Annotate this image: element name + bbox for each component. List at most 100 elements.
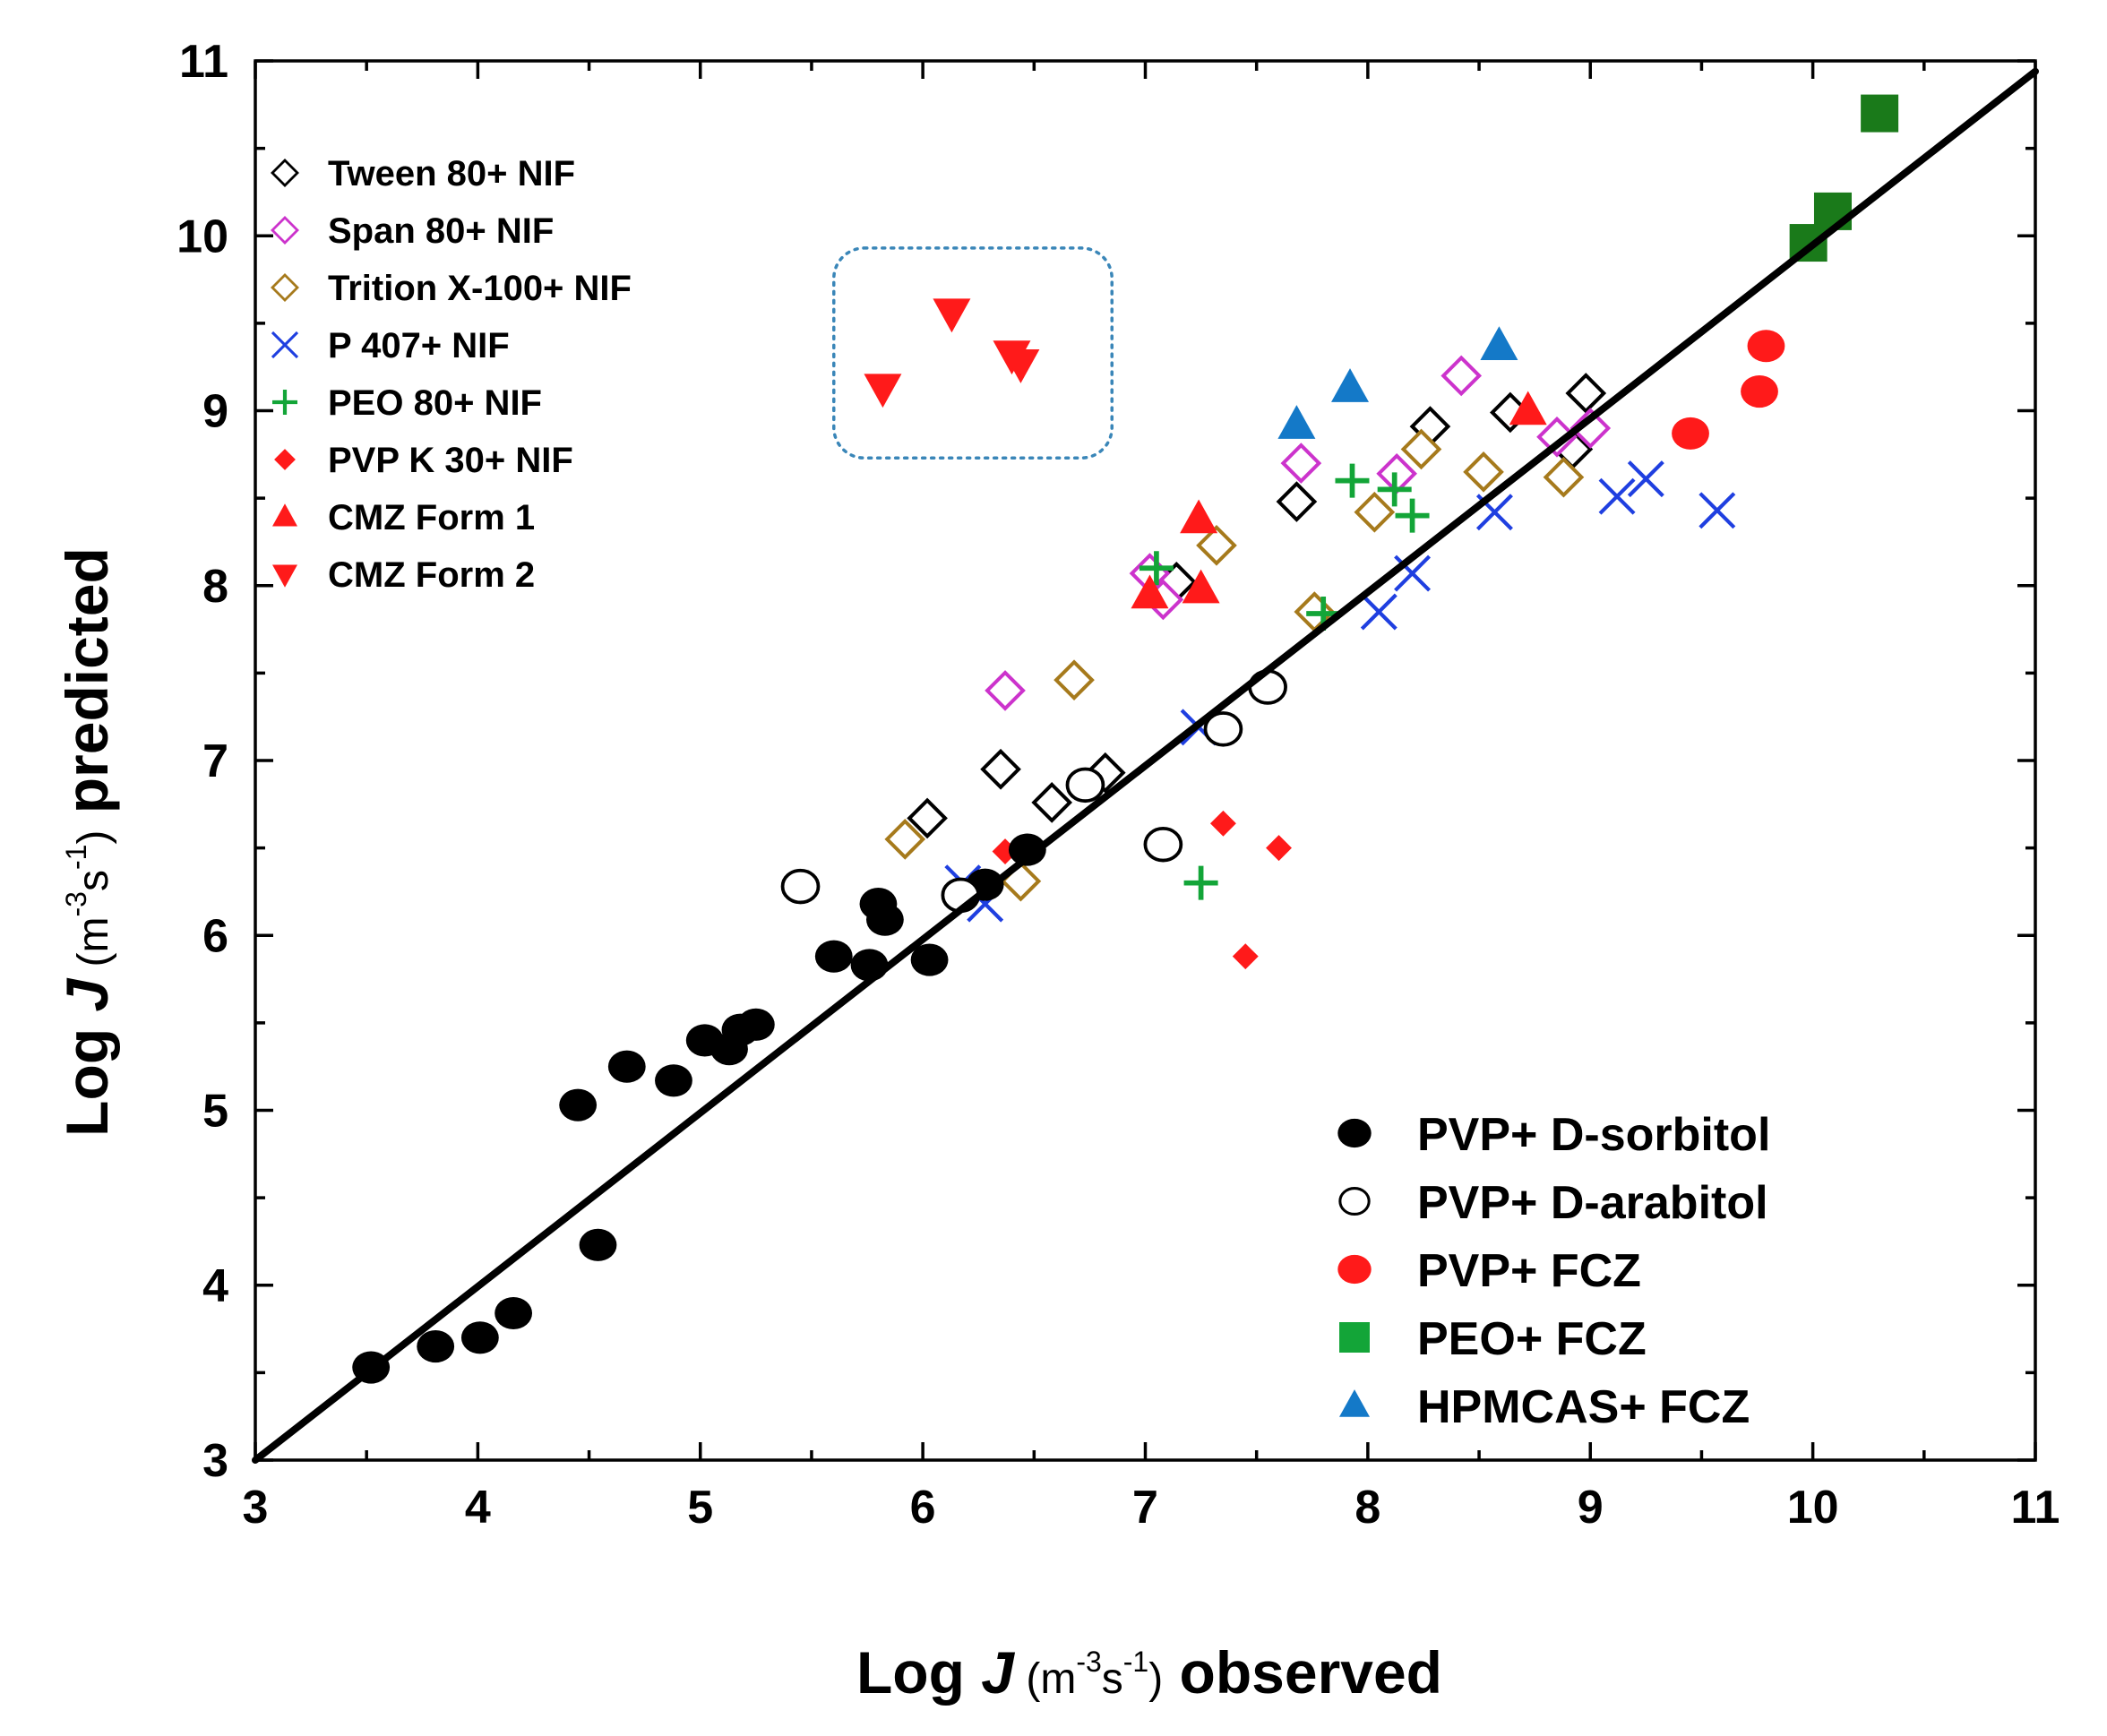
legend-marker [1338, 1187, 1371, 1216]
data-point [1280, 443, 1322, 484]
legend-marker [272, 503, 297, 527]
legend-label: CMZ Form 2 [328, 555, 535, 595]
legend-marker [1337, 1254, 1372, 1285]
data-point [1209, 810, 1236, 837]
data-point [607, 1050, 646, 1083]
x-tick-label: 6 [910, 1482, 936, 1534]
y-axis-title: Log J (m-3s-1) predicted [54, 547, 120, 1137]
legend-item: CMZ Form 2 [272, 555, 535, 595]
x-tick-label: 5 [687, 1482, 713, 1534]
data-point [417, 1330, 455, 1363]
data-point [1480, 326, 1518, 361]
data-point [985, 670, 1026, 711]
legend-item: HPMCAS+ FCZ [1339, 1381, 1750, 1433]
series-peo-80-nif [1139, 463, 1430, 900]
data-point [1598, 477, 1636, 515]
data-point [1266, 835, 1292, 862]
data-point [736, 1008, 775, 1041]
legend-label: HPMCAS+ FCZ [1417, 1381, 1750, 1433]
legend-marker [271, 159, 299, 187]
data-point [1335, 463, 1370, 498]
series-p-407-nif [944, 460, 1736, 923]
data-point [1354, 491, 1396, 533]
legend-label: CMZ Form 1 [328, 498, 535, 537]
reference-line [252, 67, 2039, 1464]
y-tick-label: 5 [202, 1086, 228, 1138]
legend-item: Span 80+ NIF [271, 211, 554, 251]
data-point [933, 298, 971, 333]
series-cmz-form-2 [864, 298, 1040, 408]
data-point [866, 903, 904, 936]
legend-label: PEO 80+ NIF [328, 383, 542, 423]
legend-item: PEO+ FCZ [1339, 1313, 1647, 1365]
legend-item: CMZ Form 1 [272, 498, 535, 537]
legend-marker [1339, 1389, 1370, 1417]
series-pvp-d-sorbitol [352, 833, 1046, 1384]
data-point [780, 868, 821, 905]
axes: 3 4 5 6 7 8 9 10 11 3 4 5 6 7 8 9 10 11 [176, 36, 2060, 1534]
data-point [910, 943, 949, 976]
legend-label: PVP+ D-sorbitol [1417, 1109, 1770, 1161]
data-point [980, 748, 1021, 790]
data-point [1565, 373, 1607, 414]
data-point [1627, 460, 1664, 498]
legend-label: PVP+ D-arabitol [1417, 1177, 1768, 1229]
data-point [1672, 417, 1709, 450]
x-tick-label: 7 [1132, 1482, 1158, 1534]
legend-label: Span 80+ NIF [328, 211, 554, 251]
legend-marker [274, 449, 296, 470]
legend-item: PVP+ FCZ [1337, 1245, 1641, 1297]
legend-item: PVP+ D-sorbitol [1337, 1109, 1770, 1161]
x-tick-label: 9 [1578, 1482, 1604, 1534]
data-point [1331, 368, 1370, 402]
data-point [1182, 569, 1220, 604]
legend-marker [1339, 1322, 1370, 1353]
data-point [1861, 94, 1899, 133]
x-tick-label: 10 [1787, 1482, 1839, 1534]
series-hpmcas-fcz [1277, 326, 1518, 439]
data-point [1400, 428, 1442, 470]
data-point [1143, 826, 1183, 863]
data-point [1232, 943, 1259, 970]
data-point [1395, 498, 1430, 533]
x-tick-label: 11 [2011, 1482, 2060, 1534]
legend-label: PEO+ FCZ [1417, 1313, 1647, 1365]
data-point [1277, 405, 1316, 439]
data-point [559, 1088, 598, 1122]
legend-item: PVP K 30+ NIF [274, 441, 573, 480]
y-tick-label: 11 [179, 36, 228, 88]
data-point [907, 797, 948, 839]
data-point [1463, 451, 1504, 493]
legend-label: Tween 80+ NIF [328, 154, 575, 193]
x-tick-label: 4 [465, 1482, 491, 1534]
legend-label: PVP K 30+ NIF [328, 441, 573, 480]
data-point [1054, 659, 1095, 701]
data-point [579, 1228, 617, 1261]
data-point [1276, 481, 1318, 522]
legend-label: P 407+ NIF [328, 326, 510, 365]
y-tick-label: 10 [176, 211, 228, 262]
legend-marker [272, 390, 297, 415]
data-point [1698, 492, 1736, 529]
legend-marker [1337, 1118, 1372, 1148]
data-point [1065, 767, 1105, 804]
legend-marker [271, 331, 299, 359]
series-peo-fcz [1789, 94, 1899, 262]
y-tick-label: 7 [202, 735, 228, 787]
data-point [1813, 192, 1852, 230]
legend-item: Trition X-100+ NIF [271, 269, 632, 308]
data-point [494, 1296, 533, 1330]
legend-item: Tween 80+ NIF [271, 154, 575, 193]
data-point [864, 374, 902, 408]
data-point [1139, 551, 1174, 586]
series-pvp-fcz [1672, 330, 1785, 450]
data-point [655, 1064, 692, 1097]
y-tick-label: 3 [202, 1435, 228, 1487]
plot-area [832, 246, 1114, 460]
legend-label: PVP+ FCZ [1417, 1245, 1641, 1297]
legend-marker [271, 273, 299, 302]
data-point [1031, 782, 1073, 823]
data-point [1196, 525, 1237, 566]
data-point [1360, 593, 1398, 631]
